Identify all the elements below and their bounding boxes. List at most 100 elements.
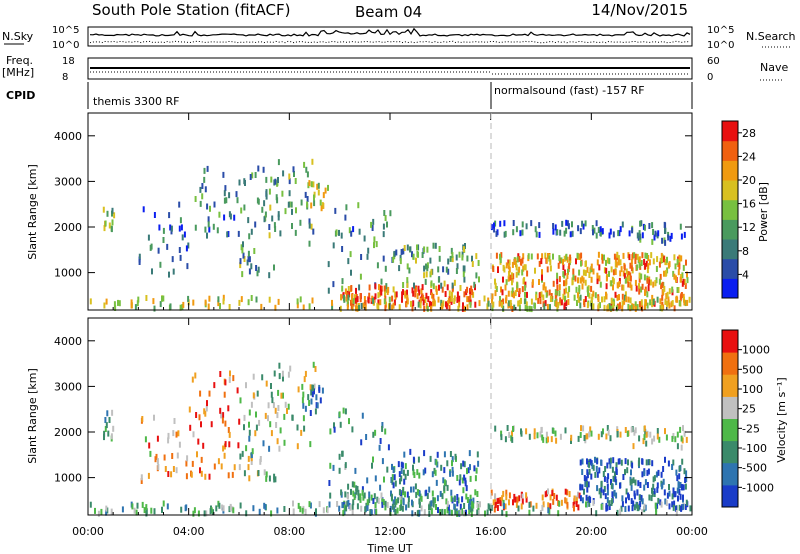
velocity-pixel-79 <box>237 442 240 449</box>
power-pixel-226 <box>373 236 376 243</box>
power-pixel-279 <box>345 295 348 302</box>
velocity-pixel-517 <box>541 494 544 501</box>
power-pixel-845 <box>612 278 615 285</box>
power-pixel-40 <box>168 212 171 219</box>
power-pixel-879 <box>629 305 632 312</box>
power-pixel-30 <box>178 225 181 232</box>
velocity-pixel-814 <box>500 430 503 437</box>
velocity-pixel-966 <box>110 508 113 515</box>
velocity-pixel-606 <box>610 479 612 485</box>
power-pixel-844 <box>648 259 651 266</box>
velocity-pixel-816 <box>624 427 627 433</box>
power-pixel-275 <box>393 299 396 306</box>
velocity-pixel-571 <box>575 501 578 507</box>
power-pixel-620 <box>494 278 496 285</box>
velocity-pixel-104 <box>255 411 257 418</box>
power-pixel-897 <box>638 272 641 279</box>
power-pixel-366 <box>451 286 454 293</box>
velocity-pixel-125 <box>270 383 272 389</box>
velocity-pixel-988 <box>184 505 187 512</box>
power-pixel-1177 <box>187 295 190 302</box>
velocity-pixel-774 <box>657 497 660 504</box>
velocity-pixel-179 <box>302 391 305 398</box>
power-pixel-1140 <box>182 301 185 308</box>
power-pixel-1164 <box>222 294 225 301</box>
power-pixel-1116 <box>430 305 433 312</box>
velocity-pixel-352 <box>389 505 392 512</box>
power-pixel-868 <box>582 269 585 276</box>
velocity-pixel-531 <box>494 493 497 500</box>
velocity-pixel-789 <box>659 499 662 506</box>
power-pixel-803 <box>656 256 659 263</box>
power-pixel-146 <box>311 158 314 165</box>
velocity-pixel-770 <box>631 505 634 512</box>
power-pixel-499 <box>567 291 570 298</box>
power-pixel-293 <box>386 289 389 295</box>
velocity-pixel-127 <box>276 412 279 419</box>
power-pixel-184 <box>320 205 323 212</box>
velocity-pixel-40 <box>172 430 175 437</box>
power-pixel-113 <box>254 221 257 228</box>
velocity-pixel-131 <box>258 419 261 426</box>
velocity-pixel-856 <box>564 427 567 434</box>
power-pixel-895 <box>527 253 530 260</box>
velocity-pixel-169 <box>307 394 310 401</box>
velocity-pixel-819 <box>545 437 548 444</box>
velocity-pixel-946 <box>360 505 363 512</box>
velocity-pixel-394 <box>366 499 369 506</box>
velocity-pixel-701 <box>629 479 632 486</box>
velocity-pixel-541 <box>577 504 580 511</box>
velocity-pixel-109 <box>254 430 257 437</box>
velocity-pixel-367 <box>474 489 477 496</box>
velocity-pixel-570 <box>499 500 502 506</box>
power-pixel-924 <box>540 258 543 265</box>
power-pixel-1175 <box>487 300 490 307</box>
power-pixel-180 <box>321 202 324 209</box>
power-pixel-1204 <box>500 301 503 308</box>
power-pixel-355 <box>448 290 451 297</box>
velocity-pixel-1023 <box>503 502 505 509</box>
power-pixel-1096 <box>130 299 133 306</box>
velocity-pixel-799 <box>680 505 683 512</box>
power-pixel-1193 <box>656 296 659 303</box>
velocity-pixel-62 <box>238 464 241 471</box>
velocity-pixel-936 <box>672 504 675 511</box>
power-pixel-911 <box>576 252 579 259</box>
power-pixel-376 <box>433 298 436 305</box>
velocity-pixel-500 <box>451 460 453 467</box>
power-pixel-71 <box>209 205 211 212</box>
power-pixel-454 <box>478 276 480 283</box>
velocity-pixel-654 <box>630 478 633 485</box>
power-pixel-825 <box>516 256 519 263</box>
power-pixel-84 <box>251 172 254 179</box>
velocity-pixel-557 <box>521 498 524 505</box>
velocity-pixel-955 <box>143 507 146 514</box>
velocity-pixel-20 <box>156 458 159 465</box>
velocity-pixel-937 <box>541 504 544 511</box>
velocity-pixel-590 <box>643 484 646 491</box>
power-pixel-725 <box>563 269 566 276</box>
power-pixel-334 <box>416 293 419 300</box>
power-pixel-60 <box>201 183 204 189</box>
power-pixel-63 <box>223 214 226 221</box>
power-pixel-339 <box>410 300 412 307</box>
velocity-pixel-49 <box>213 463 216 470</box>
power-pixel-234 <box>358 284 361 291</box>
velocity-pixel-388 <box>418 498 421 505</box>
velocity-pixel-35 <box>177 430 180 437</box>
velocity-pixel-984 <box>428 504 431 511</box>
velocity-pixel-404 <box>453 496 456 502</box>
velocity-pixel-548 <box>508 499 510 506</box>
velocity-pixel-644 <box>641 458 644 465</box>
velocity-pixel-1040 <box>133 507 136 514</box>
velocity-pixel-162 <box>282 392 284 399</box>
velocity-pixel-714 <box>609 457 612 464</box>
power-pixel-964 <box>616 251 619 258</box>
velocity-pixel-148 <box>276 438 279 445</box>
power-pixel-535 <box>619 270 622 277</box>
power-pixel-479 <box>434 242 437 249</box>
velocity-pixel-682 <box>620 459 623 466</box>
velocity-pixel-492 <box>412 456 415 463</box>
velocity-pixel-69 <box>223 452 226 459</box>
power-pixel-1128 <box>664 298 667 305</box>
